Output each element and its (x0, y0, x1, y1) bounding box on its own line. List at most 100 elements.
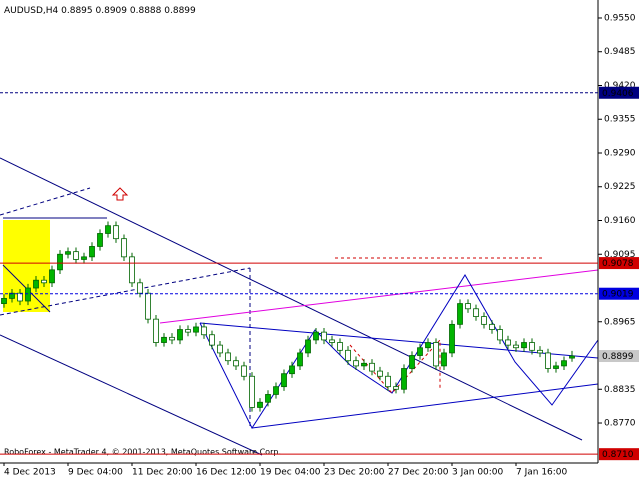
candle-body (225, 352, 231, 362)
trend-line (159, 269, 599, 324)
candle-body (465, 303, 471, 310)
candle-body (337, 342, 343, 351)
candle-body (321, 331, 327, 341)
candle-body (9, 292, 15, 299)
candle-body (281, 373, 287, 388)
candle-body (81, 256, 87, 260)
candle-body (73, 251, 79, 260)
trend-line (0, 334, 263, 456)
candle-body (273, 386, 279, 395)
candle-body (1, 297, 7, 304)
y-tick-label: 0.8770 (604, 419, 636, 429)
candle-body (305, 339, 311, 354)
y-tick-label: 0.9225 (604, 182, 636, 192)
x-tick-label: 19 Dec 04:00 (260, 468, 321, 478)
candle-body (121, 238, 127, 258)
candle-body (505, 339, 511, 346)
candle-body (297, 352, 303, 367)
candle-body (497, 329, 503, 341)
candle-body (89, 246, 95, 258)
price-level-label: 0.9019 (602, 290, 634, 300)
x-tick-label: 3 Jan 00:00 (452, 468, 504, 478)
candle-body (161, 336, 167, 343)
x-tick-label: 11 Dec 20:00 (132, 468, 193, 478)
y-tick-label: 0.9290 (604, 148, 636, 158)
candle-body (129, 256, 135, 284)
candle-body (377, 370, 383, 377)
candle-body (17, 292, 23, 302)
candle-body (537, 349, 543, 354)
candle-body (257, 401, 263, 408)
candle-body (97, 233, 103, 247)
candle-body (289, 365, 295, 375)
candle-body (385, 375, 391, 388)
x-tick-label: 7 Jan 16:00 (516, 468, 568, 478)
candle-body (409, 355, 415, 369)
last-open: 0.8895 (61, 6, 93, 16)
price-level-label: 0.9406 (602, 89, 634, 99)
candle-body (441, 352, 447, 367)
x-tick-label: 9 Dec 04:00 (68, 468, 123, 478)
price-level-label-bg (599, 287, 639, 300)
current-price-label: 0.8899 (602, 352, 634, 362)
symbol: AUDUSD,H4 (4, 6, 59, 16)
candles (1, 221, 575, 412)
y-tick-label: 0.8835 (604, 385, 636, 395)
candle-body (353, 360, 359, 367)
header: AUDUSD,H4 0.8895 0.8909 0.8888 0.8899 (4, 6, 196, 16)
price-level-label-bg (599, 86, 639, 99)
candle-body (345, 349, 351, 362)
y-tick-label: 0.9550 (604, 13, 636, 23)
candle-body (449, 323, 455, 354)
price-level-label: 0.9078 (602, 259, 634, 269)
price-level-label-bg (599, 448, 639, 461)
candle-body (241, 365, 247, 377)
x-tick-label: 27 Dec 20:00 (388, 468, 449, 478)
candle-body (137, 282, 143, 294)
candle-body (401, 368, 407, 390)
y-tick-label: 0.9420 (604, 81, 636, 91)
candle-body (57, 253, 63, 271)
x-tick-label: 4 Dec 2013 (4, 468, 56, 478)
last-close: 0.8899 (164, 6, 196, 16)
y-tick-label: 0.9485 (604, 47, 636, 57)
candle-body (433, 342, 439, 367)
candle-body (185, 329, 191, 333)
current-price-label-bg (599, 350, 639, 363)
forecast-path (199, 274, 599, 430)
candle-body (481, 316, 487, 325)
candle-body (545, 352, 551, 369)
candle-body (417, 347, 423, 356)
candle-body (489, 323, 495, 330)
candle-body (513, 344, 519, 349)
candle-body (553, 365, 559, 369)
x-tick-label: 16 Dec 12:00 (196, 468, 257, 478)
candle-body (193, 326, 199, 333)
candle-body (473, 308, 479, 317)
candle-body (249, 375, 255, 408)
y-tick-label: 0.9095 (604, 250, 636, 260)
candle-body (33, 279, 39, 289)
up-arrow (111, 187, 129, 201)
price-level-label-bg (599, 257, 639, 270)
candle-body (393, 386, 399, 390)
x-tick-label: 23 Dec 20:00 (324, 468, 385, 478)
y-tick-label: 0.9160 (604, 216, 636, 226)
candle-body (113, 225, 119, 240)
candle-body (145, 292, 151, 320)
candle-body (313, 331, 319, 341)
candle-body (217, 344, 223, 354)
candle-body (169, 336, 175, 341)
candle-body (233, 360, 239, 367)
candle-body (41, 279, 47, 284)
candle-body (49, 269, 55, 284)
candle-body (369, 362, 375, 372)
candle-body (529, 342, 535, 351)
candle-body (457, 303, 463, 325)
candle-body (265, 394, 271, 403)
candle-body (177, 329, 183, 341)
candle-body (65, 251, 71, 255)
candle-body (561, 360, 567, 367)
